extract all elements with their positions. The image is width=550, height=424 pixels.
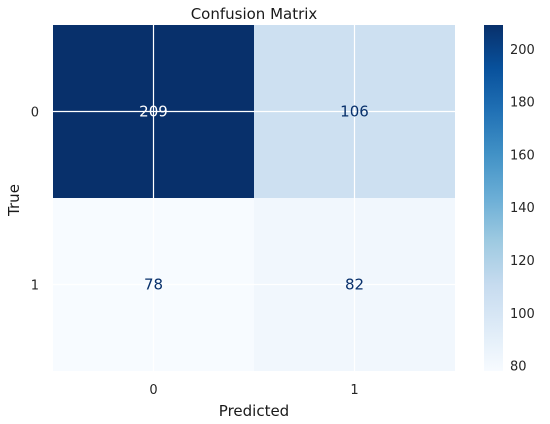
x-tick-label: 0 xyxy=(149,383,157,398)
heatmap-cell-labels: 209 106 78 82 xyxy=(139,103,369,294)
cell-value-label: 209 xyxy=(139,103,168,121)
colorbar-tick-label: 200 xyxy=(510,43,535,58)
chart-title: Confusion Matrix xyxy=(191,5,318,23)
colorbar-tick-label: 100 xyxy=(510,307,535,322)
colorbar-tick-label: 160 xyxy=(510,148,535,163)
cell-value-label: 106 xyxy=(340,103,369,121)
colorbar xyxy=(484,25,503,371)
y-tick-label: 1 xyxy=(31,279,39,294)
cell-value-label: 78 xyxy=(144,276,163,294)
cell-value-label: 82 xyxy=(345,276,364,294)
colorbar-tick-label: 120 xyxy=(510,254,535,269)
x-tick-label: 1 xyxy=(350,383,358,398)
x-axis-label: Predicted xyxy=(219,402,289,420)
colorbar-tick-label: 80 xyxy=(510,360,527,375)
colorbar-tick-label: 140 xyxy=(510,201,535,216)
y-axis-label: True xyxy=(5,184,23,217)
heatmap-grid xyxy=(53,25,455,371)
colorbar-tick-labels: 80 100 120 140 160 180 200 xyxy=(510,43,535,375)
heatmap-cells xyxy=(53,25,455,371)
colorbar-tick-label: 180 xyxy=(510,96,535,111)
y-tick-label: 0 xyxy=(31,106,39,121)
y-tick-labels: 01 xyxy=(31,106,39,294)
